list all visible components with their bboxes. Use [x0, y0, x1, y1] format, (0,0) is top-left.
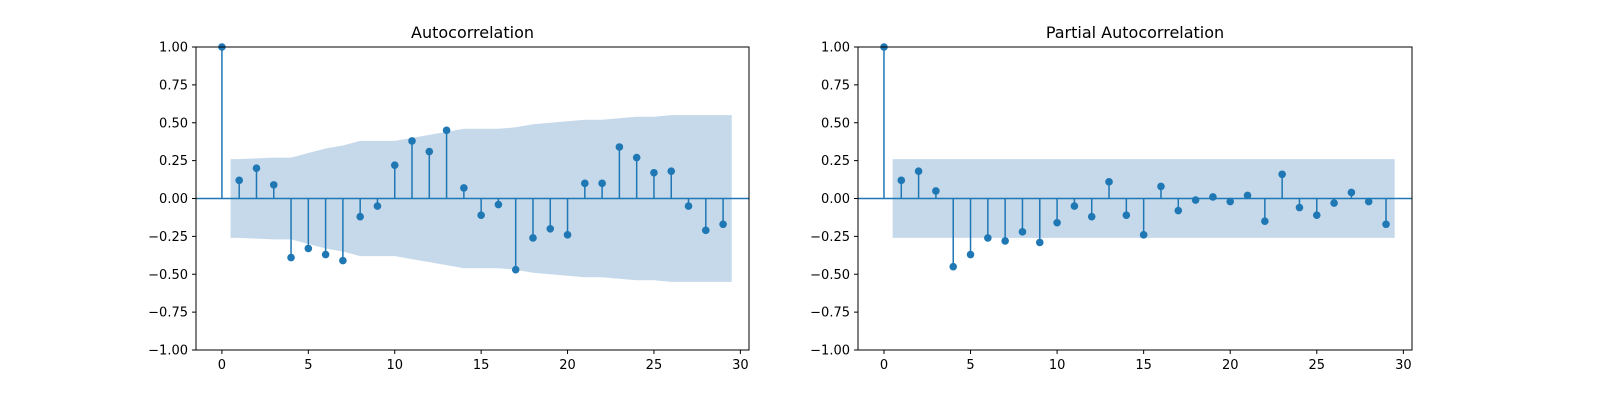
acf-marker-lag-20 — [563, 231, 572, 239]
pacf-marker-lag-28 — [1364, 197, 1373, 206]
acf-marker-lag-3 — [269, 181, 278, 189]
acf-xtick-label: 30 — [732, 358, 749, 373]
pacf-marker-lag-21 — [1243, 191, 1252, 200]
pacf-marker-lag-27 — [1347, 188, 1356, 197]
pacf-marker-lag-26 — [1330, 199, 1338, 207]
acf-xtick-label: 20 — [559, 358, 576, 373]
acf-marker-lag-12 — [425, 147, 434, 156]
pacf-marker-lag-1 — [897, 176, 906, 185]
pacf-ytick-label: 0.75 — [821, 78, 850, 93]
pacf-ytick-label: 0.25 — [821, 154, 850, 169]
pacf-marker-lag-23 — [1278, 170, 1286, 179]
acf-ytick-label: 0.00 — [159, 192, 188, 207]
pacf-marker-lag-7 — [1001, 237, 1009, 245]
acf-marker-lag-14 — [460, 184, 468, 192]
acf-marker-lag-19 — [546, 225, 555, 233]
pacf-marker-lag-5 — [966, 250, 975, 259]
pacf-marker-lag-25 — [1312, 211, 1321, 219]
autocorrelation-title: Autocorrelation — [411, 23, 534, 42]
acf-marker-lag-9 — [373, 202, 382, 210]
acf-marker-lag-27 — [684, 202, 693, 210]
pacf-ytick-label: 0.50 — [821, 116, 850, 131]
acf-ytick-label: −1.00 — [148, 344, 188, 359]
pacf-marker-lag-24 — [1295, 203, 1304, 212]
acf-marker-lag-24 — [632, 153, 641, 162]
autocorrelation-panel: −1.00 −0.75 −0.50 −0.25 0.00 0.25 0.50 0.75 1.00… — [148, 23, 750, 373]
pacf-xtick-label: 25 — [1309, 358, 1326, 373]
acf-ytick-label: 0.75 — [159, 78, 188, 93]
acf-marker-lag-5 — [304, 244, 313, 253]
pacf-marker-lag-8 — [1018, 228, 1027, 236]
acf-marker-lag-26 — [667, 167, 676, 176]
acf-marker-lag-15 — [477, 211, 485, 219]
pacf-marker-lag-20 — [1226, 197, 1235, 206]
acf-marker-lag-21 — [581, 179, 589, 188]
pacf-marker-lag-6 — [984, 234, 992, 242]
pacf-ytick-label: −1.00 — [810, 344, 850, 359]
acf-marker-lag-1 — [235, 176, 244, 185]
pacf-xtick-label: 5 — [966, 358, 974, 373]
pacf-marker-lag-16 — [1157, 182, 1165, 191]
pacf-xtick-label: 20 — [1222, 358, 1239, 373]
pacf-marker-lag-18 — [1191, 196, 1200, 204]
acf-ytick-label: −0.75 — [148, 306, 188, 321]
pacf-ytick-label: −0.75 — [810, 306, 850, 321]
pacf-marker-lag-22 — [1261, 217, 1269, 226]
acf-marker-lag-23 — [615, 143, 624, 151]
acf-marker-lag-28 — [701, 226, 710, 235]
acf-xtick-label: 0 — [218, 358, 226, 373]
pacf-marker-lag-17 — [1174, 206, 1183, 215]
pacf-marker-lag-9 — [1035, 238, 1044, 247]
acf-marker-lag-4 — [287, 253, 295, 262]
pacf-marker-lag-13 — [1105, 178, 1113, 186]
acf-marker-lag-11 — [408, 137, 416, 145]
pacf-xtick-label: 30 — [1395, 358, 1412, 373]
acf-xtick-label: 10 — [386, 358, 403, 373]
acf-xtick-label: 15 — [473, 358, 490, 373]
pacf-xtick-label: 15 — [1135, 358, 1152, 373]
acf-xtick-label: 5 — [304, 358, 312, 373]
acf-marker-lag-2 — [252, 164, 261, 172]
pacf-marker-lag-15 — [1139, 231, 1148, 239]
pacf-marker-lag-4 — [949, 262, 958, 271]
partial-autocorrelation-title: Partial Autocorrelation — [1046, 23, 1224, 42]
pacf-xtick-label: 10 — [1049, 358, 1066, 373]
acf-ytick-label: 1.00 — [159, 41, 188, 56]
partial-autocorrelation-panel: −1.00 −0.75 −0.50 −0.25 0.00 0.25 0.50 0.75 1.00… — [810, 23, 1413, 373]
acf-ytick-label: −0.25 — [148, 230, 188, 245]
acf-marker-lag-22 — [598, 179, 606, 188]
acf-marker-lag-8 — [356, 212, 364, 221]
acf-ytick-label: 0.25 — [159, 154, 188, 169]
pacf-ytick-label: −0.25 — [810, 230, 850, 245]
pacf-marker-lag-10 — [1053, 218, 1061, 227]
acf-marker-lag-6 — [321, 250, 330, 259]
pacf-marker-lag-2 — [914, 167, 923, 176]
pacf-marker-lag-11 — [1070, 202, 1079, 210]
pacf-marker-lag-19 — [1209, 193, 1217, 201]
acf-marker-lag-25 — [650, 168, 658, 177]
acf-marker-lag-29 — [719, 220, 727, 229]
pacf-marker-lag-29 — [1382, 220, 1390, 229]
pacf-marker-lag-12 — [1087, 212, 1096, 221]
pacf-marker-lag-3 — [932, 187, 940, 195]
acf-ytick-label: 0.50 — [159, 116, 188, 131]
acf-marker-lag-13 — [442, 126, 451, 135]
acf-marker-lag-17 — [511, 265, 520, 274]
pacf-xtick-label: 0 — [880, 358, 888, 373]
pacf-marker-lag-14 — [1122, 211, 1131, 219]
pacf-ytick-label: 0.00 — [821, 192, 850, 207]
acf-xtick-label: 25 — [646, 358, 663, 373]
pacf-ytick-label: 1.00 — [821, 41, 850, 56]
acf-marker-lag-10 — [390, 161, 399, 169]
pacf-ytick-label: −0.50 — [810, 268, 850, 283]
acf-marker-lag-7 — [339, 256, 347, 265]
acf-ytick-label: −0.50 — [148, 268, 188, 283]
acf-marker-lag-18 — [529, 234, 537, 242]
acf-marker-lag-16 — [494, 200, 503, 209]
